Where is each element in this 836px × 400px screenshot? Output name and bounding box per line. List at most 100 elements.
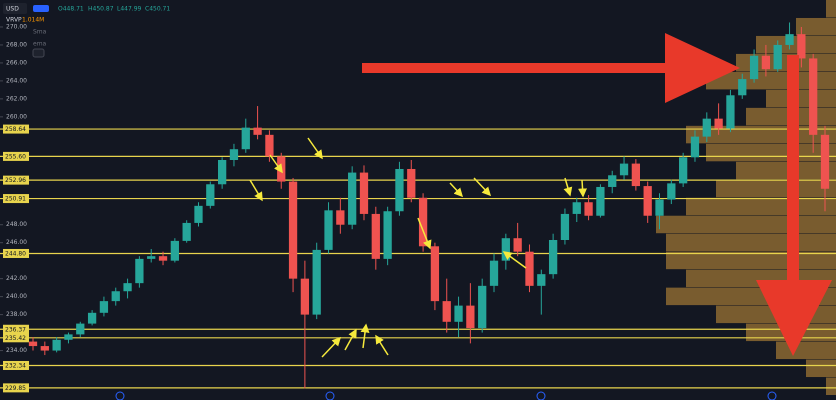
indicator-name[interactable]: VRVP [6,17,22,24]
candle-body [738,79,747,96]
candle-body [147,256,156,259]
candle-body [28,341,38,347]
candle-body [288,181,298,279]
level-tag [3,333,29,343]
candle-body [655,199,664,216]
candle-body [265,134,274,157]
candle-body [442,301,451,322]
candle-body [99,301,109,313]
candle-body [797,34,806,59]
y-tick-label: 248.00 [6,221,27,228]
profile-bar [716,179,836,198]
level-label: 250.91 [5,196,26,203]
candle-body [690,136,700,158]
marker [325,391,335,400]
candle-body [253,127,262,135]
marker [115,391,125,400]
profile-bar [826,377,836,396]
candle-body [123,283,132,292]
arrow [449,182,464,198]
candle-body [489,260,499,286]
level-tag [3,194,29,204]
red-arrow-right [362,33,740,103]
candle-body [135,258,144,284]
level-label: 232.34 [5,362,26,369]
arrow [344,328,357,351]
candle-body [679,157,688,184]
ohlc-open: O448.71 [58,6,84,13]
candle-body [430,246,440,302]
candle-body [371,213,380,259]
annotation-arrows [249,137,588,358]
red-arrow-down [756,55,832,356]
candle-body [40,346,49,351]
candle-body [170,240,179,261]
candle-body [809,58,818,135]
candle-body [631,163,641,187]
candle-body [217,160,227,185]
study-name[interactable]: Sma [33,29,47,36]
level-label: 236.37 [5,326,26,333]
toolbar: USD VRVP 1.014M O448.71 H450.87 L447.99 … [3,3,170,58]
level-label: 258.64 [5,126,26,133]
profile-bar [666,233,836,252]
candle-body [241,127,250,150]
arrow [473,177,492,197]
level-tag [3,360,29,370]
candle-body [572,202,581,214]
candle-body [501,238,510,261]
candle-body [277,156,286,182]
level-label: 255.60 [5,153,26,160]
candle-body [454,305,463,322]
candle-body [548,240,558,275]
study-name[interactable]: ema [33,41,47,48]
candle-body [749,55,759,80]
candle-body [596,186,605,216]
profile-bar [756,35,836,54]
profile-bar [776,341,836,360]
candle-body [619,163,629,176]
candle-body [312,249,321,315]
level-tag [3,151,29,161]
y-tick-label: 240.00 [6,293,27,300]
profile-bar [656,215,836,234]
arrow [360,323,370,349]
indicator-value: 1.014M [22,17,44,24]
candle-body [111,291,120,302]
arrow [502,251,527,269]
y-tick-label: 268.00 [6,41,27,48]
symbol-icon [33,5,49,12]
candle-body [714,118,723,129]
candle-body [525,251,534,286]
candle-body [158,256,168,261]
candle-body [785,34,794,45]
candle-body [584,202,593,216]
candle-body [348,172,357,225]
candle-body [643,186,652,216]
profile-bar [826,0,836,18]
candle-body [194,205,203,223]
level-label: 252.96 [5,177,26,184]
y-tick-label: 260.00 [6,113,27,120]
level-label: 229.85 [5,385,26,392]
candle-body [76,323,85,335]
level-tag [3,175,29,185]
candle-body [761,55,771,70]
candle-body [52,339,61,351]
currency-button[interactable] [3,3,27,14]
arrow [375,334,389,356]
candle-body [229,149,239,160]
candle-body [478,285,487,329]
currency[interactable]: USD [6,6,19,13]
arrow [417,217,432,250]
candle-body [182,222,191,241]
y-tick-label: 242.00 [6,275,27,282]
profile-bar [796,17,836,36]
collapse-button[interactable] [32,48,45,58]
profile-bar [806,359,836,378]
candle-body [537,274,546,286]
ohlc-high: H450.87 [88,6,114,13]
candle-body [773,44,782,70]
candle-body [87,312,97,324]
